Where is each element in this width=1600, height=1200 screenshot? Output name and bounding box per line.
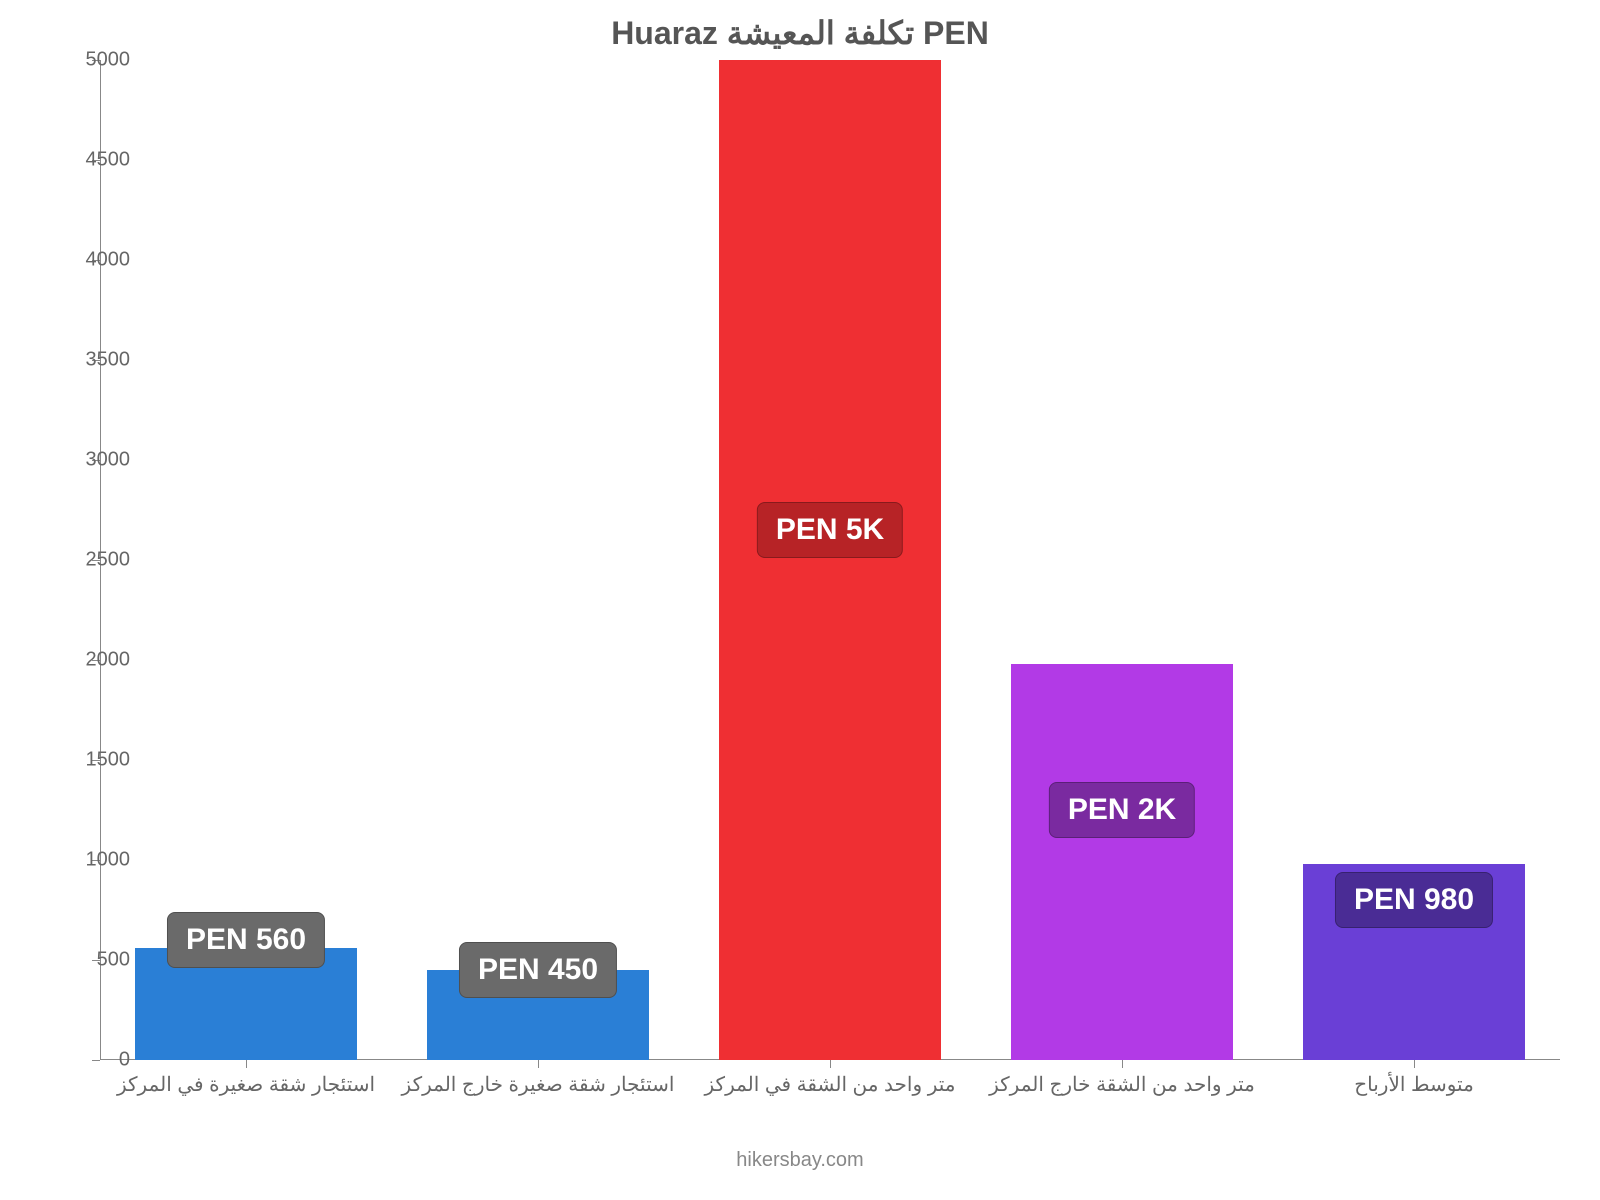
- x-tick-label: استئجار شقة صغيرة في المركز: [117, 1072, 375, 1097]
- value-badge: PEN 560: [167, 912, 325, 968]
- x-tick: [538, 1060, 539, 1068]
- bar: [1011, 664, 1233, 1060]
- y-tick-label: 1000: [50, 849, 130, 872]
- plot-area: PEN 560 PEN 450 PEN 5K PEN 2K PEN 980: [100, 60, 1560, 1060]
- bar: [719, 60, 941, 1060]
- x-tick-label: استئجار شقة صغيرة خارج المركز: [402, 1072, 675, 1097]
- y-tick-label: 3500: [50, 349, 130, 372]
- x-tick-label: متر واحد من الشقة خارج المركز: [989, 1072, 1255, 1097]
- value-badge: PEN 980: [1335, 872, 1493, 928]
- value-badge: PEN 2K: [1049, 782, 1195, 838]
- chart-container: Huaraz تكلفة المعيشة PEN PEN 560PEN 450P…: [0, 0, 1600, 1200]
- plot-inner: PEN 560 PEN 450 PEN 5K PEN 2K PEN 980: [100, 60, 1560, 1060]
- x-tick: [246, 1060, 247, 1068]
- x-tick-label: متوسط الأرباح: [1354, 1072, 1474, 1097]
- x-tick: [1122, 1060, 1123, 1068]
- footer-attribution: hikersbay.com: [0, 1149, 1600, 1172]
- value-badge: PEN 450: [459, 942, 617, 998]
- y-tick-label: 1500: [50, 749, 130, 772]
- x-tick: [830, 1060, 831, 1068]
- y-tick-label: 2500: [50, 549, 130, 572]
- y-tick-label: 3000: [50, 449, 130, 472]
- x-tick: [1414, 1060, 1415, 1068]
- y-tick-label: 0: [50, 1049, 130, 1072]
- value-badge: PEN 5K: [757, 502, 903, 558]
- y-tick-label: 500: [50, 949, 130, 972]
- x-tick-label: متر واحد من الشقة في المركز: [705, 1072, 956, 1097]
- y-tick-label: 5000: [50, 49, 130, 72]
- chart-title: Huaraz تكلفة المعيشة PEN: [0, 14, 1600, 52]
- y-tick-label: 4500: [50, 149, 130, 172]
- y-tick-label: 2000: [50, 649, 130, 672]
- y-tick-label: 4000: [50, 249, 130, 272]
